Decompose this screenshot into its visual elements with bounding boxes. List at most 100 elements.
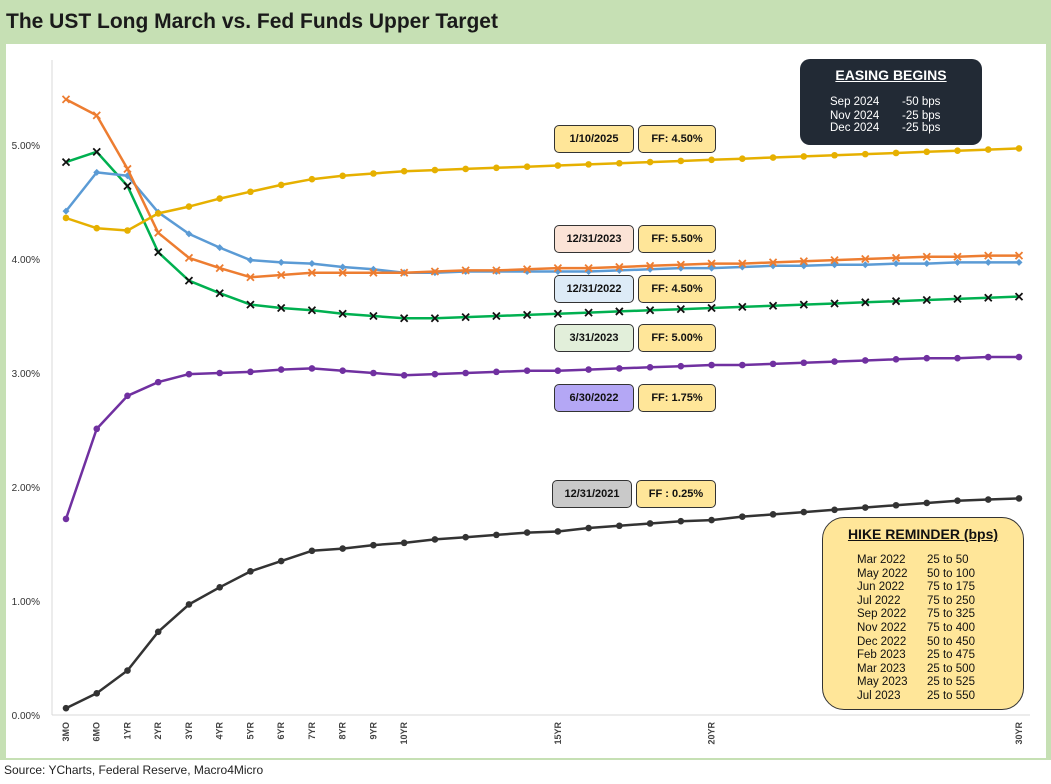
hike-date: Jun 2022 [857, 581, 905, 594]
data-point [370, 369, 377, 377]
data-point [461, 313, 470, 322]
data-point [369, 311, 378, 321]
data-point [831, 506, 838, 514]
data-point [400, 539, 408, 547]
x-tick-label: 6YR [276, 722, 286, 740]
data-point [522, 265, 532, 274]
data-point [585, 366, 592, 373]
data-point [553, 263, 563, 273]
source-note: Source: YCharts, Federal Reserve, Macro4… [4, 763, 264, 777]
data-point [892, 149, 900, 157]
data-point [799, 257, 808, 266]
data-point [93, 168, 101, 176]
data-point [892, 501, 900, 509]
data-point [369, 268, 378, 277]
data-point [216, 244, 224, 252]
data-point [184, 276, 194, 285]
data-point [493, 531, 500, 539]
data-point [462, 369, 469, 377]
data-point [216, 369, 224, 377]
data-point [308, 365, 316, 372]
series-line [65, 98, 1019, 279]
hike-date: Jul 2023 [857, 690, 901, 702]
data-point [800, 359, 808, 367]
hike-row: Jun 2022 75 to 175 [857, 581, 975, 593]
hike-value: 50 to 450 [927, 635, 975, 648]
data-point [738, 259, 747, 268]
data-point [768, 301, 778, 310]
data-point [585, 161, 592, 168]
data-point [277, 366, 285, 373]
data-point [645, 306, 655, 315]
data-point [954, 147, 961, 154]
x-tick-label: 20YR [707, 722, 717, 745]
fed-funds-tag: FF: 4.50% [638, 275, 716, 303]
data-point [646, 158, 654, 166]
data-point [307, 268, 317, 277]
series-line [65, 497, 1020, 710]
easing-row: Dec 2024 -25 bps [830, 122, 940, 134]
data-point [92, 147, 101, 156]
hike-value: 25 to 525 [927, 676, 975, 689]
fed-funds-tag: FF: 5.50% [638, 225, 716, 253]
data-point [124, 227, 131, 234]
data-point [124, 392, 131, 400]
data-point [277, 303, 286, 313]
data-point [892, 356, 900, 363]
data-point [339, 172, 346, 180]
x-tick-label: 7YR [307, 722, 317, 740]
data-point [62, 214, 70, 222]
data-point [430, 267, 440, 276]
hike-row: May 2023 25 to 525 [857, 676, 975, 688]
data-point [400, 371, 408, 379]
x-tick-label: 9YR [368, 722, 378, 740]
data-point [676, 260, 685, 269]
data-point [154, 248, 163, 257]
hike-row: Dec 2022 50 to 450 [857, 636, 975, 648]
data-point [62, 207, 70, 215]
data-point [154, 228, 163, 237]
data-point [61, 157, 71, 167]
data-point [92, 111, 101, 120]
data-point [123, 164, 132, 174]
data-point [61, 95, 71, 104]
x-axis: 3MO 6MO 1YR 2YR 3YR 4YR 5YR 6YR 7YR 8YR 9YR 10YR 15Y… [52, 714, 1030, 745]
data-point [769, 154, 777, 161]
data-point [370, 541, 377, 549]
data-point [800, 153, 808, 160]
chart-title: The UST Long March vs. Fed Funds Upper T… [6, 10, 498, 33]
data-point [861, 504, 869, 511]
hike-date: Jul 2022 [857, 594, 901, 607]
data-point [1015, 258, 1023, 266]
chart-svg: 0.00% 1.00% 2.00% 3.00% 4.00% 5.00% 3MO 6MO 1YR… [12, 60, 1030, 745]
fed-funds-tag: FF: 5.00% [638, 324, 716, 352]
data-point [954, 354, 961, 362]
data-point [154, 628, 162, 636]
data-point [923, 354, 931, 362]
data-point [984, 353, 992, 361]
data-point [215, 289, 224, 298]
data-point [154, 210, 162, 217]
easing-row: Sep 2024 -50 bps [830, 96, 940, 108]
data-point [739, 155, 746, 162]
data-point [492, 311, 501, 321]
data-point [616, 365, 623, 372]
data-point [646, 520, 654, 527]
data-point [339, 263, 347, 271]
hike-value: 75 to 175 [927, 581, 975, 594]
data-point [492, 266, 501, 275]
x-tick-label: 5YR [245, 722, 255, 740]
data-point [247, 568, 254, 575]
data-point [308, 175, 316, 183]
data-point [216, 584, 224, 591]
data-point [676, 305, 685, 314]
easing-value: -50 bps [902, 96, 941, 108]
series-layer [61, 95, 1024, 712]
data-point [615, 307, 624, 316]
easing-value: -25 bps [902, 110, 941, 122]
hike-value: 75 to 400 [927, 622, 975, 634]
easing-date: Sep 2024 [830, 96, 880, 108]
data-point [185, 230, 193, 238]
x-tick-label: 8YR [338, 722, 348, 740]
data-point [553, 309, 563, 318]
